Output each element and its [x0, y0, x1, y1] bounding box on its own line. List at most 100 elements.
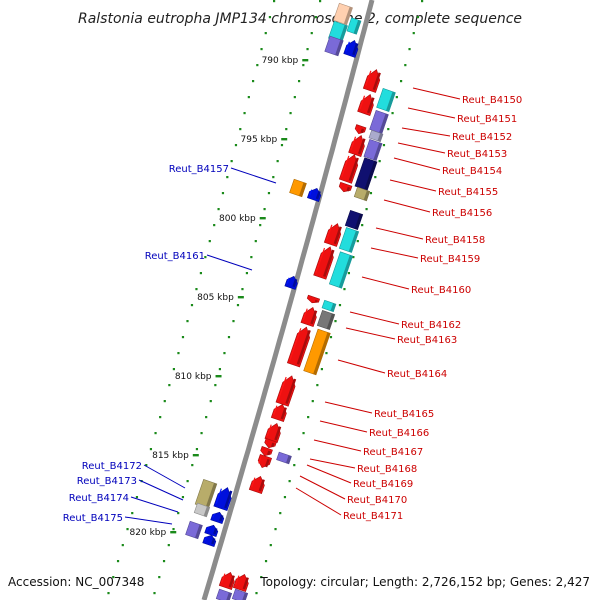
gene-arrow	[204, 524, 219, 538]
gene-label-right: Reut_B4158	[425, 235, 485, 246]
track-dot	[223, 352, 226, 355]
track-dot	[208, 240, 211, 243]
gene-arrow	[300, 307, 318, 328]
tick-mark	[192, 454, 199, 457]
gene-side	[242, 577, 249, 590]
track-dot	[316, 384, 319, 387]
right-dotted-track	[255, 0, 424, 595]
gene-highlight	[235, 575, 240, 586]
track-dot	[250, 256, 253, 259]
leader-line	[295, 487, 342, 516]
gene-arrow	[231, 588, 249, 600]
track-dot	[217, 208, 220, 211]
gene-arrow	[321, 299, 337, 313]
gene-arrow	[353, 186, 371, 202]
track-dot	[285, 128, 288, 131]
leader-line	[349, 311, 400, 325]
gene-arrow	[193, 502, 211, 518]
gene-side	[203, 506, 210, 517]
gene-highlight	[339, 185, 342, 188]
gene-side	[333, 226, 342, 245]
gene-label-right: Reut_B4166	[369, 428, 429, 439]
gene-arrow	[306, 294, 321, 304]
tick-label: 815 kbp	[152, 451, 189, 461]
gene-arrow	[264, 423, 282, 444]
track-dot	[280, 144, 284, 147]
track-dot	[162, 560, 166, 563]
track-dot	[213, 224, 216, 227]
left-dotted-track	[153, 0, 322, 595]
track-dot	[297, 80, 301, 83]
gene-body	[232, 574, 249, 593]
track-dot	[338, 304, 342, 307]
leader-line	[412, 87, 461, 100]
track-dot	[172, 528, 175, 531]
gene-side	[225, 592, 232, 600]
track-dot	[264, 32, 267, 35]
track-dot	[214, 384, 217, 387]
track-dot	[293, 96, 296, 99]
track-dot	[302, 64, 305, 67]
track-dot	[126, 528, 129, 531]
tick-label: 795 kbp	[241, 135, 278, 145]
track-dot	[325, 352, 328, 355]
gene-side	[271, 442, 275, 448]
gene-side	[205, 483, 217, 509]
track-dot	[283, 496, 287, 499]
gene-arrow	[328, 251, 354, 289]
gene-arrow	[232, 574, 249, 593]
track-dot	[158, 576, 161, 579]
track-dot	[311, 400, 314, 403]
gene-side	[296, 329, 311, 365]
track-dot	[343, 288, 346, 291]
gene-side	[363, 190, 370, 201]
track-dot	[387, 128, 390, 131]
gene-label-right: Reut_B4171	[343, 511, 403, 522]
track-dot	[334, 320, 337, 323]
gene-side	[211, 537, 216, 545]
tick-label: 800 kbp	[219, 214, 256, 224]
track-dot	[177, 352, 180, 355]
track-dot	[399, 80, 403, 83]
gene-arrow	[357, 94, 375, 116]
leader-line	[124, 516, 173, 525]
track-dot	[209, 400, 212, 403]
gene-label-right: Reut_B4155	[438, 187, 498, 198]
gene-arrow	[213, 487, 233, 512]
gene-label-left: Reut_B4172	[82, 461, 142, 472]
gene-side	[348, 230, 359, 253]
gene-side	[366, 97, 375, 114]
tick-mark	[215, 375, 222, 378]
leader-line	[138, 479, 184, 501]
leader-line	[143, 464, 186, 489]
gene-features	[185, 2, 396, 600]
gene-side	[313, 332, 331, 375]
track-dot	[195, 288, 198, 291]
tick-mark	[281, 138, 288, 141]
track-dot	[310, 32, 313, 35]
gene-label-right: Reut_B4160	[411, 285, 471, 296]
gene-arrow	[185, 520, 203, 540]
gene-side	[280, 407, 287, 420]
leader-line	[370, 247, 419, 259]
track-dot	[279, 512, 282, 515]
track-dot	[199, 272, 203, 275]
track-dot	[374, 176, 377, 179]
track-dot	[190, 304, 194, 307]
gene-body	[354, 124, 367, 135]
gene-body	[313, 246, 334, 280]
track-dot	[352, 256, 355, 259]
gene-highlight	[261, 449, 264, 452]
track-dot	[149, 448, 153, 451]
gene-arrow	[260, 446, 273, 457]
kbp-ticks: 790 kbp 795 kbp 800 kbp 805 kbp 810 kbp 815 k…	[130, 56, 309, 538]
gene-highlight	[221, 573, 226, 584]
leader-line	[313, 439, 362, 452]
track-dot	[135, 496, 139, 499]
track-dot	[408, 48, 411, 51]
tick-mark	[302, 59, 309, 62]
gene-highlight	[326, 224, 333, 241]
sequence-stats-text: Topology: circular; Length: 2,726,152 bp…	[259, 575, 590, 589]
track-dot	[232, 320, 235, 323]
track-dot	[131, 512, 134, 515]
